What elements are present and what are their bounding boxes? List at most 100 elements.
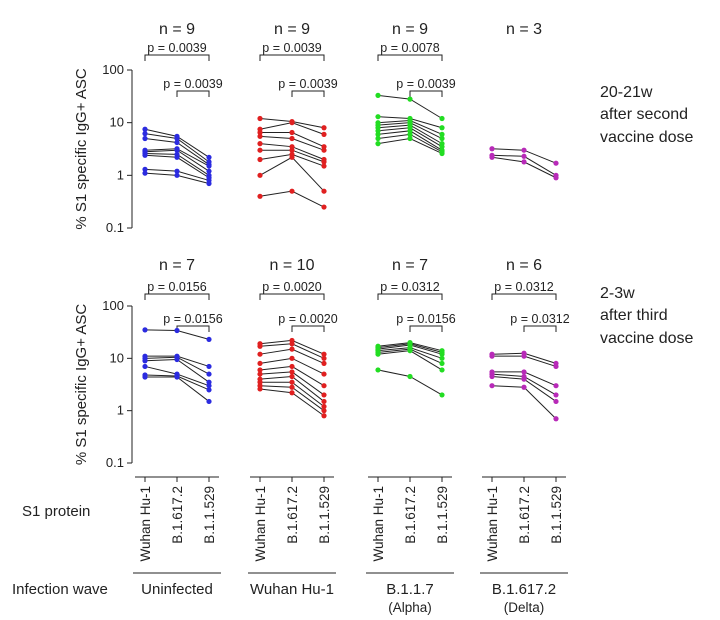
n-label: n = 3 — [506, 21, 542, 38]
significance-bracket — [377, 293, 443, 300]
data-point — [439, 131, 445, 137]
data-point — [375, 367, 381, 373]
group-name: Uninfected — [141, 581, 213, 598]
p-value-label: p = 0.0156 — [396, 312, 455, 326]
x-tick-label: Wuhan Hu-1 — [371, 486, 386, 562]
data-point — [174, 168, 180, 174]
data-point — [257, 360, 263, 367]
p-value-label: p = 0.0039 — [147, 41, 206, 55]
data-point — [257, 115, 263, 122]
data-point — [289, 369, 295, 375]
group-axis-0: Wuhan Hu-1 B.1.617.2 B.1.1.529 Uninfected — [133, 476, 221, 598]
significance-bracket — [144, 293, 210, 300]
data-point — [375, 92, 381, 98]
data-point — [289, 154, 295, 160]
subject-line — [145, 376, 210, 402]
data-point — [407, 135, 413, 142]
data-point — [321, 383, 327, 389]
panel-1-1: n = 10 p = 0.0020 p = 0.0020 — [257, 257, 338, 419]
data-point — [321, 163, 327, 169]
data-point — [174, 356, 180, 363]
data-point — [321, 360, 327, 367]
significance-bracket — [377, 54, 443, 61]
p-value-label: p = 0.0078 — [380, 41, 439, 55]
significance-bracket — [409, 90, 443, 97]
data-point — [521, 159, 527, 165]
data-point — [521, 147, 527, 153]
data-point — [142, 170, 148, 176]
data-point — [289, 363, 295, 370]
data-point — [407, 131, 413, 137]
data-point — [206, 163, 212, 169]
data-point — [289, 129, 295, 136]
x-tick-label: Wuhan Hu-1 — [138, 486, 153, 562]
data-point — [174, 154, 180, 160]
significance-bracket — [176, 325, 210, 332]
data-point — [321, 413, 327, 419]
data-point — [257, 386, 263, 392]
data-point — [439, 349, 445, 355]
data-point — [174, 374, 180, 380]
data-point — [142, 358, 148, 364]
data-point — [489, 373, 495, 380]
y-tick-label: 1 — [117, 403, 124, 418]
n-label: n = 6 — [506, 257, 542, 274]
data-point — [289, 147, 295, 153]
data-point — [142, 374, 148, 380]
data-point — [553, 383, 559, 389]
data-point — [439, 135, 445, 142]
data-point — [553, 363, 559, 370]
p-value-label: p = 0.0039 — [278, 77, 337, 91]
data-point — [257, 156, 263, 163]
x-tick-label: B.1.617.2 — [517, 486, 532, 544]
data-point — [321, 204, 327, 210]
group-name: B.1.1.7 — [386, 581, 434, 598]
data-point — [407, 96, 413, 102]
data-point — [407, 373, 413, 380]
data-point — [521, 376, 527, 382]
data-point — [375, 114, 381, 120]
subject-line — [377, 350, 443, 371]
panel-1-2: n = 7 p = 0.0312 p = 0.0156 — [375, 257, 456, 398]
x-tick-label: Wuhan Hu-1 — [485, 486, 500, 562]
y-tick-label: 10 — [110, 115, 124, 130]
data-point — [206, 180, 212, 187]
data-point — [257, 193, 263, 199]
data-point — [206, 336, 212, 343]
data-point — [206, 383, 212, 389]
data-point — [257, 371, 263, 377]
data-point — [257, 351, 263, 357]
plot-area: 100 10 1 0.1 % S1 specific IgG+ ASC n = 9 p = … — [73, 21, 570, 615]
data-point — [439, 125, 445, 131]
data-point — [206, 363, 212, 370]
data-point — [321, 159, 327, 165]
row-label-line: vaccine dose — [600, 330, 693, 347]
data-point — [142, 327, 148, 333]
panel-0-0: n = 9 p = 0.0039 p = 0.0039 — [142, 21, 223, 187]
n-label: n = 7 — [392, 257, 428, 274]
x-tick-label: Wuhan Hu-1 — [253, 486, 268, 562]
data-point — [321, 398, 327, 405]
y-tick-label: 0.1 — [106, 455, 124, 470]
data-point — [521, 369, 527, 375]
panel-1-0: n = 7 p = 0.0156 p = 0.0156 — [142, 257, 223, 405]
data-point — [553, 398, 559, 405]
y-tick-label: 100 — [102, 62, 124, 77]
data-point — [407, 341, 413, 347]
data-point — [321, 188, 327, 194]
data-point — [257, 343, 263, 349]
x-tick-label: B.1.1.529 — [549, 486, 564, 544]
data-point — [439, 355, 445, 361]
panel-0-2: n = 9 p = 0.0078 p = 0.0039 — [375, 21, 456, 157]
p-value-label: p = 0.0039 — [262, 41, 321, 55]
data-point — [321, 355, 327, 361]
p-value-label: p = 0.0156 — [163, 312, 222, 326]
data-point — [289, 135, 295, 142]
data-point — [321, 371, 327, 377]
data-point — [489, 383, 495, 389]
p-value-label: p = 0.0039 — [396, 77, 455, 91]
y-tick-label: 10 — [110, 350, 124, 365]
data-point — [321, 392, 327, 398]
data-point — [439, 150, 445, 157]
significance-bracket — [523, 325, 557, 332]
